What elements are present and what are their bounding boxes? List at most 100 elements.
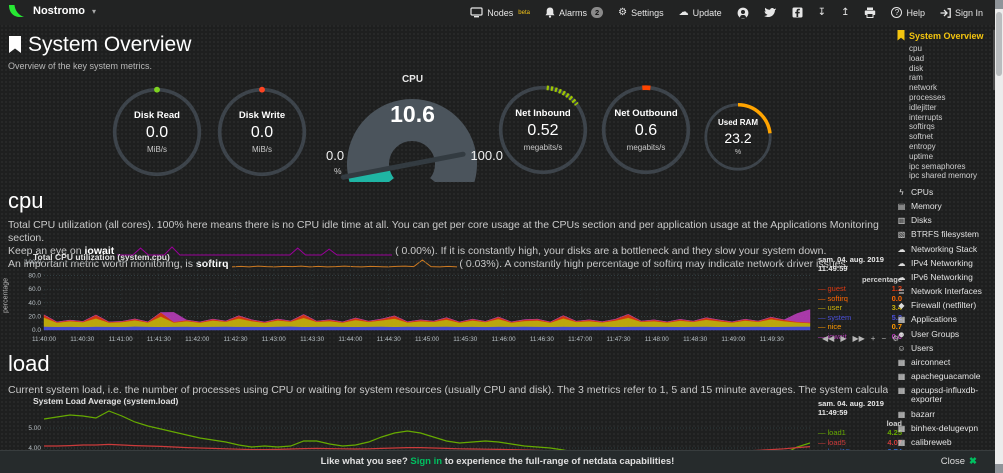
play-button[interactable]: ▶	[840, 334, 847, 343]
svg-text:11:40:00: 11:40:00	[32, 336, 57, 343]
legend-row[interactable]: — nice 0.7	[818, 322, 902, 331]
bottom-banner: Like what you see? Sign in to experience…	[0, 450, 995, 473]
nodes-button[interactable]: Nodes beta	[470, 7, 530, 18]
print-button[interactable]	[864, 7, 876, 18]
sidebar-section-item[interactable]: ▧ BTRFS filesystem	[897, 229, 980, 240]
sidebar-section-item[interactable]: ☺ Users	[897, 342, 934, 353]
legend-row[interactable]: — user 3.4	[818, 303, 902, 312]
sidebar-section-item[interactable]: ϟ CPUs	[897, 185, 995, 199]
section-icon: ▥	[897, 216, 906, 226]
sidebar-submenu-item[interactable]: uptime	[909, 151, 934, 161]
gauge-label: Net Outbound	[614, 108, 678, 119]
sidebar-section-item[interactable]: ≣ Network Interfaces	[898, 286, 982, 297]
svg-text:11:45:30: 11:45:30	[453, 336, 478, 343]
section-heading-cpu: cpu	[8, 188, 44, 213]
scroll-down-button[interactable]	[995, 464, 1003, 473]
github-button[interactable]	[737, 7, 749, 19]
sidebar-section-item[interactable]: ▦ apcupsd-influxdb-exporter	[897, 385, 979, 405]
sidebar-submenu-item[interactable]: idlejitter	[909, 102, 937, 112]
signin-link[interactable]: Sign in	[410, 456, 443, 467]
svg-text:20.0: 20.0	[28, 313, 41, 320]
update-button[interactable]: ☁ Update	[678, 6, 722, 18]
sidebar-submenu-item[interactable]: network	[909, 83, 938, 93]
sidebar-section-item[interactable]: ▦ Applications	[897, 314, 957, 325]
close-banner-button[interactable]: Close ✖	[940, 456, 977, 467]
pan-forward-button[interactable]: ▶▶	[852, 334, 865, 343]
cpu-gauge[interactable]: CPU 10.6 0.0 100.0 %	[320, 74, 505, 182]
gauge-label: Used RAM	[717, 118, 758, 127]
scrollbar-thumb[interactable]	[996, 12, 1002, 76]
import-button[interactable]: ↥	[841, 7, 849, 18]
export-button[interactable]: ↧	[818, 7, 826, 18]
sidebar-submenu-item[interactable]: ipc semaphores	[909, 161, 966, 171]
legend-row[interactable]: — load5 4.07	[818, 437, 902, 447]
sidebar-section-item[interactable]: ☻ User Groups	[897, 328, 960, 339]
sidebar-item-system-overview[interactable]: System Overview	[897, 30, 995, 41]
sidebar-scrollbar-thumb[interactable]	[993, 30, 995, 90]
svg-text:11:44:00: 11:44:00	[338, 336, 363, 343]
legend-row[interactable]: — guest 1.2	[818, 284, 902, 293]
beta-badge: beta	[518, 9, 530, 16]
legend-row[interactable]: — system 5.2	[818, 312, 902, 322]
sidebar-section-item[interactable]: ▥ Disks	[897, 215, 932, 226]
cpu-chart-canvas[interactable]: 0.0 20.0 40.0 60.0 80.0 100.0 11:40:00 11:40:30…	[14, 258, 814, 346]
net-inbound-gauge[interactable]: Net Inbound 0.52 megabits/s	[497, 84, 589, 176]
sidebar-section-item[interactable]: ◆ Firewall (netfilter)	[898, 300, 977, 311]
twitter-button[interactable]	[763, 7, 777, 18]
chart-settings-icon[interactable]: ⚙	[892, 334, 900, 343]
sidebar-submenu-item[interactable]: entropy	[909, 141, 936, 151]
softirq-sparkline	[231, 259, 457, 269]
sidebar-section-item[interactable]: ▦ airconnect	[897, 357, 951, 368]
svg-text:11:42:30: 11:42:30	[223, 336, 248, 343]
sidebar-section-item[interactable]: ☁ Networking Stack	[897, 243, 978, 254]
page-subtitle: Overview of the key system metrics.	[8, 61, 153, 71]
used-ram-gauge[interactable]: Used RAM 23.2 %	[703, 102, 773, 172]
svg-text:11:43:00: 11:43:00	[262, 336, 287, 343]
page-title: System Overview	[28, 33, 192, 56]
pan-backward-button[interactable]: ◀◀	[822, 334, 835, 343]
window-scrollbar[interactable]	[995, 0, 1003, 473]
sidebar-submenu-item[interactable]: softnet	[909, 132, 934, 142]
sidebar-section-item[interactable]: ▤ Memory	[897, 200, 942, 211]
zoom-in-button[interactable]: +	[870, 334, 876, 343]
sidebar-section-item[interactable]: ▦ bazarr	[897, 408, 936, 419]
sidebar-submenu-item[interactable]: ipc shared memory	[909, 171, 978, 181]
facebook-button[interactable]	[792, 7, 803, 18]
sidebar-submenu-item[interactable]: ram	[909, 73, 923, 83]
help-button[interactable]: ? Help	[891, 7, 925, 18]
load-chart-legend: sam. 04. aug. 2019 11:49:59 load — load1 …	[818, 399, 902, 457]
legend-row[interactable]: — iowait 0.0	[818, 331, 902, 341]
series-color-dash: —	[818, 293, 826, 303]
sidebar-submenu-item[interactable]: disk	[909, 63, 924, 73]
gauge-unit: MiB/s	[252, 145, 272, 154]
section-heading-load: load	[8, 351, 50, 376]
section-icon: ◆	[898, 301, 905, 311]
sidebar-section-item[interactable]: ▦ calibreweb	[897, 436, 952, 447]
sidebar-submenu-item[interactable]: processes	[909, 92, 946, 102]
legend-row[interactable]: — load1 4.25	[818, 428, 902, 437]
alarms-button[interactable]: Alarms 2	[545, 7, 604, 18]
sidebar-submenu-item[interactable]: interrupts	[909, 112, 943, 122]
sidebar-section-item[interactable]: ▦ binhex-delugevpn	[897, 422, 979, 433]
svg-text:11:42:00: 11:42:00	[185, 336, 210, 343]
zoom-out-button[interactable]: −	[881, 334, 887, 343]
sidebar-section-item[interactable]: ☁ IPv6 Networking	[897, 271, 973, 282]
disk-read-gauge[interactable]: Disk Read 0.0 MiB/s	[111, 86, 203, 178]
hostname-menu[interactable]: Nostromo ▾	[8, 3, 96, 19]
signin-button[interactable]: Sign In	[940, 8, 983, 18]
sidebar-submenu-item[interactable]: cpu	[909, 44, 922, 53]
legend-row[interactable]: — softirq 0.0	[818, 293, 902, 303]
monitor-icon	[470, 7, 483, 18]
legend-units-header: percentage	[861, 275, 902, 284]
sidebar-section-item[interactable]: ☁ IPv4 Networking	[897, 257, 973, 268]
sidebar-submenu-item[interactable]: softirqs	[909, 122, 935, 132]
sidebar-section-item[interactable]: ▦ apacheguacamole	[897, 371, 981, 382]
settings-button[interactable]: ⚙ Settings	[618, 6, 664, 18]
disk-write-gauge[interactable]: Disk Write 0.0 MiB/s	[216, 86, 308, 178]
scroll-up-button[interactable]	[995, 0, 1003, 9]
netdata-logo-icon	[9, 5, 24, 17]
gear-icon: ⚙	[618, 6, 628, 18]
net-outbound-gauge[interactable]: Net Outbound 0.6 megabits/s	[600, 84, 692, 176]
sidebar-submenu-item[interactable]: load	[909, 53, 925, 63]
cpu-chart-controls: ◀◀ ▶ ▶▶ + − ⚙	[822, 334, 899, 343]
